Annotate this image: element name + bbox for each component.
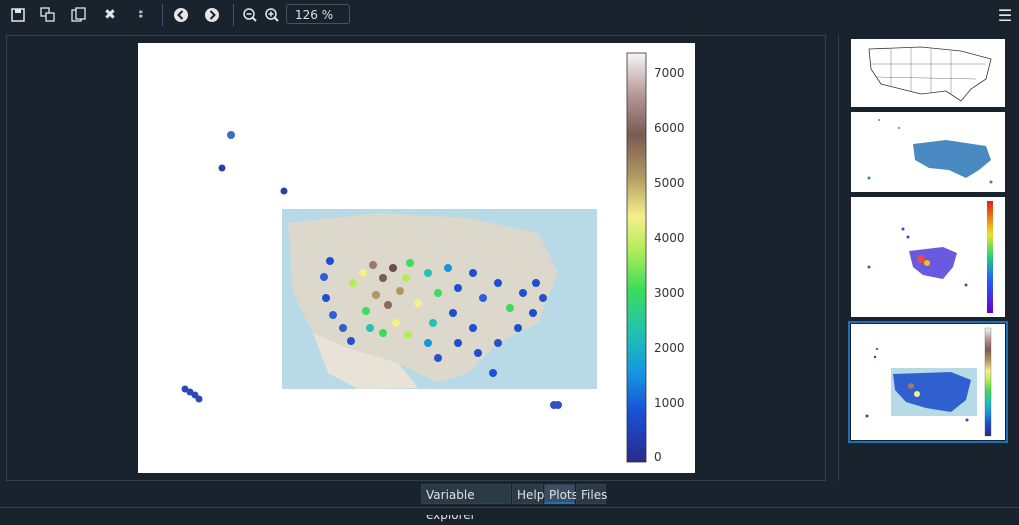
tab-variable-explorer[interactable]: Variable explorer [421, 484, 511, 522]
point-cluster-hawaii [181, 385, 203, 403]
zoom-out-icon[interactable] [239, 4, 261, 26]
colorbar [626, 52, 647, 463]
point-cluster-west [320, 257, 422, 345]
plot-thumbnails-panel [838, 35, 1019, 481]
tab-plots[interactable]: Plots [544, 484, 578, 504]
tab-files[interactable]: Files [576, 484, 607, 504]
vertical-scrollbar[interactable] [825, 35, 836, 481]
status-strip [0, 507, 1019, 515]
save-icon[interactable] [7, 4, 29, 26]
thumbnail-rainbow-scatter[interactable] [851, 197, 1005, 317]
close-all-icon[interactable]: ⁑ [138, 9, 146, 21]
thumbnail-terrain-scatter[interactable] [848, 321, 1008, 443]
zoom-in-icon[interactable] [261, 4, 283, 26]
save-all-icon[interactable] [37, 4, 59, 26]
point-cluster-east [424, 264, 547, 377]
back-icon[interactable] [170, 4, 192, 26]
point-alaska-3 [280, 187, 288, 195]
copy-icon[interactable] [68, 4, 90, 26]
thumbnail-us-outline[interactable] [851, 39, 1005, 107]
close-icon[interactable]: ✖ [104, 7, 116, 23]
toolbar-separator [162, 4, 163, 26]
tab-help[interactable]: Help [512, 484, 544, 504]
mexico-land [313, 333, 418, 389]
point-alaska-1 [227, 131, 235, 139]
forward-icon[interactable] [201, 4, 223, 26]
land-mass [288, 213, 558, 383]
toolbar-separator [233, 4, 234, 26]
colorbar-tick: 7000 [654, 66, 685, 80]
zoom-input[interactable]: 126 % [286, 4, 350, 24]
colorbar-tick: 1000 [654, 396, 685, 410]
menu-icon[interactable]: ☰ [997, 5, 1013, 25]
colorbar-tick: 4000 [654, 231, 685, 245]
main-figure: 7000 6000 5000 4000 3000 2000 1000 0 [138, 43, 695, 473]
point-cluster-pr [550, 401, 562, 409]
colorbar-tick: 2000 [654, 341, 685, 355]
point-alaska-2 [218, 164, 226, 172]
colorbar-tick: 0 [654, 450, 662, 464]
colorbar-tick: 6000 [654, 121, 685, 135]
colorbar-tick: 3000 [654, 286, 685, 300]
plots-toolbar: ✖ ⁑ 126 % ☰ [0, 0, 1019, 30]
thumbnail-blue-scatter[interactable] [851, 112, 1005, 192]
pane-tab-bar: Variable explorer Help Plots Files [0, 484, 1019, 522]
colorbar-tick: 5000 [654, 176, 685, 190]
colorbar-ticks: 7000 6000 5000 4000 3000 2000 1000 0 [654, 66, 685, 464]
